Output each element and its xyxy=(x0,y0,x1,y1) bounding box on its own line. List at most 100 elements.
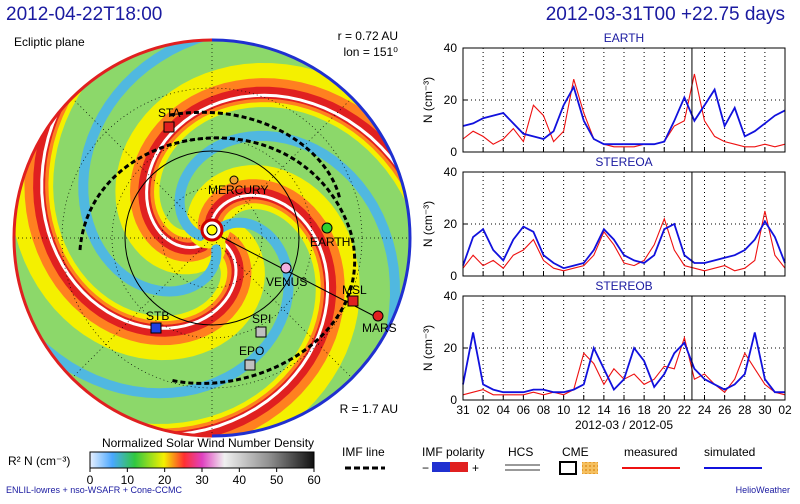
lon-label: lon = 151⁰ xyxy=(343,45,398,59)
legend-label: simulated xyxy=(704,445,755,459)
body xyxy=(321,222,333,234)
legend-label: + xyxy=(472,461,479,475)
r-label: r = 0.72 AU xyxy=(338,29,398,43)
body xyxy=(255,326,267,338)
body xyxy=(150,322,162,334)
x-tick-label: 12 xyxy=(577,403,591,417)
polar-grid xyxy=(14,40,410,436)
legend-label: HCS xyxy=(508,445,533,459)
body xyxy=(372,310,384,322)
data-line xyxy=(462,335,786,396)
colorbar-tick-label: 20 xyxy=(158,473,172,487)
body xyxy=(280,262,292,274)
imf-line xyxy=(78,136,357,385)
spiral xyxy=(78,40,410,297)
body-label: EPO xyxy=(239,344,264,358)
body-label: MERCURY xyxy=(208,183,268,197)
data-line xyxy=(462,73,786,148)
x-tick-label: 24 xyxy=(698,403,712,417)
rim xyxy=(211,38,412,438)
body-label: SPI xyxy=(252,312,271,326)
rim xyxy=(12,237,213,438)
plot-frame xyxy=(462,295,786,401)
legend-label: IMF line xyxy=(342,445,385,459)
x-tick-label: 31 xyxy=(456,403,470,417)
y-axis-label: N (cm⁻³) xyxy=(421,77,435,123)
data-line xyxy=(462,219,786,270)
colorbar-title: Normalized Solar Wind Number Density xyxy=(102,436,314,450)
x-tick-label: 02 xyxy=(778,403,792,417)
spiral xyxy=(138,86,410,411)
orbit xyxy=(124,150,300,326)
plot-frame xyxy=(462,47,786,153)
y-tick-label: 20 xyxy=(444,341,458,355)
colorbar-tick-label: 60 xyxy=(307,473,321,487)
plot-frame xyxy=(462,171,786,277)
body xyxy=(163,121,175,133)
rim xyxy=(12,38,213,239)
legend: IMF line IMF polarity − + HCS CME measur… xyxy=(342,445,762,475)
spiral xyxy=(145,93,410,416)
y-tick-label: 20 xyxy=(444,93,458,107)
x-tick-label: 10 xyxy=(557,403,571,417)
x-tick-label: 02 xyxy=(476,403,490,417)
legend-key xyxy=(450,462,468,472)
body xyxy=(244,359,256,371)
x-tick-label: 22 xyxy=(678,403,692,417)
colorbar-ramp xyxy=(89,451,315,469)
data-line xyxy=(462,332,785,394)
y-tick-label: 40 xyxy=(444,41,458,55)
x-tick-label: 28 xyxy=(738,403,752,417)
legend-label: − xyxy=(422,461,429,475)
y-tick-label: 20 xyxy=(444,217,458,231)
x-tick-label: 20 xyxy=(658,403,672,417)
x-tick-label: 26 xyxy=(718,403,732,417)
y-axis-label: N (cm⁻³) xyxy=(421,325,435,371)
legend-key xyxy=(559,461,577,475)
legend-key xyxy=(582,462,598,474)
legend-label: measured xyxy=(624,445,677,459)
panel-title: EARTH xyxy=(604,31,644,45)
y-tick-label: 40 xyxy=(444,165,458,179)
sun-core xyxy=(206,224,218,236)
colorbar-tick-label: 50 xyxy=(270,473,284,487)
y-tick-label: 0 xyxy=(450,145,457,159)
body-label: MARS xyxy=(362,321,397,335)
x-tick-label: 04 xyxy=(497,403,511,417)
body xyxy=(229,175,239,185)
data-line xyxy=(462,210,786,272)
data-line xyxy=(462,84,786,146)
legend-key xyxy=(432,462,450,472)
colorbar-label: R² N (cm⁻³) xyxy=(8,454,70,468)
colorbar-tick-label: 40 xyxy=(233,473,247,487)
y-axis-label: N (cm⁻³) xyxy=(421,201,435,247)
right-title: 2012-03-31T00 +22.75 days xyxy=(546,4,785,25)
x-tick-label: 16 xyxy=(617,403,631,417)
x-tick-label: 18 xyxy=(637,403,651,417)
y-tick-label: 0 xyxy=(450,269,457,283)
body-label: EARTH xyxy=(310,235,350,249)
legend-label: IMF polarity xyxy=(422,445,485,459)
panel-title: STEREOB xyxy=(595,279,652,293)
y-tick-label: 0 xyxy=(450,393,457,407)
y-tick-label: 40 xyxy=(444,289,458,303)
colorbar-tick-label: 0 xyxy=(87,473,94,487)
footer-right: HelioWeather xyxy=(736,485,790,495)
x-tick-label: 08 xyxy=(537,403,551,417)
x-tick-label: 06 xyxy=(517,403,531,417)
x-tick-label: 30 xyxy=(758,403,772,417)
body-label: VENUS xyxy=(266,275,307,289)
panel-title: STEREOA xyxy=(595,155,652,169)
colorbar: Normalized Solar Wind Number Density R² … xyxy=(8,436,321,487)
plane-label: Ecliptic plane xyxy=(14,35,85,49)
footer-left: ENLIL-lowres + nso-WSAFR + Cone-CCMC xyxy=(6,485,183,495)
colorbar-tick-label: 10 xyxy=(121,473,135,487)
left-title: 2012-04-22T18:00 xyxy=(6,4,162,25)
body-label: MSL xyxy=(342,283,367,297)
spirals xyxy=(14,40,410,436)
colorbar-tick-label: 30 xyxy=(195,473,209,487)
polar-plot: STA MERCURY EARTH VENUS MSL MARS STB SPI… xyxy=(12,38,412,438)
R-label: R = 1.7 AU xyxy=(340,402,398,416)
